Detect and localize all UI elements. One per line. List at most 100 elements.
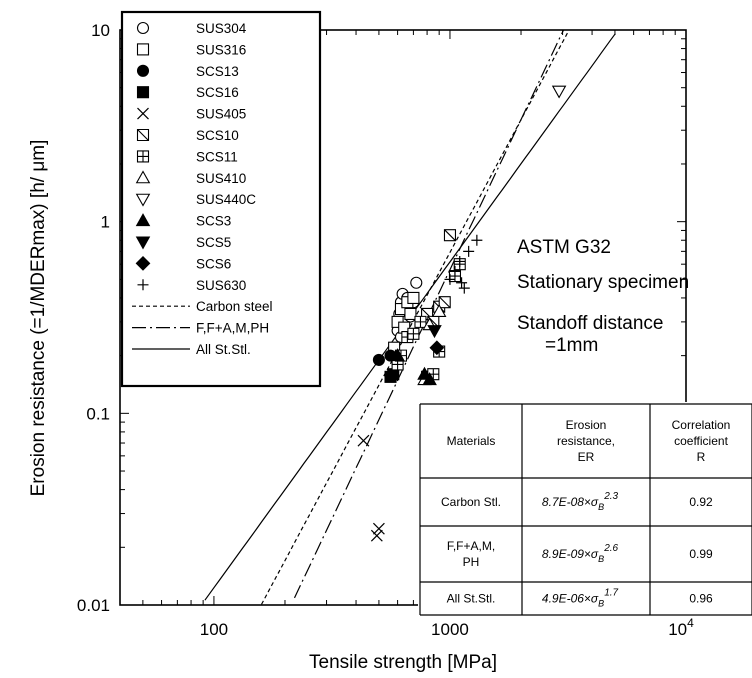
- table-formula-sub: B: [598, 554, 604, 564]
- legend-marker: [135, 193, 151, 207]
- y-axis-title: Erosion resistance (=1/MDERmax) [h/ μm]: [28, 140, 49, 497]
- data-point: [458, 282, 470, 294]
- series-scs5: [427, 325, 442, 339]
- test-conditions: ASTM G32 Stationary specimen Standoff di…: [517, 237, 689, 356]
- series-scs16: [384, 368, 400, 383]
- data-point: [431, 304, 447, 317]
- table-header: R: [697, 450, 706, 464]
- legend-label: SUS304: [196, 21, 247, 36]
- legend-label: SCS11: [196, 149, 238, 164]
- legend-label: All St.Stl.: [196, 342, 251, 357]
- legend-label: SCS10: [196, 128, 239, 143]
- table-r: 0.92: [689, 495, 713, 509]
- x-tick-label: 100: [200, 620, 228, 639]
- x-tick-label: 104: [668, 616, 694, 639]
- data-point: [407, 291, 420, 304]
- data-point: [551, 85, 567, 99]
- data-point: [443, 229, 457, 242]
- table-formula-sub: B: [598, 502, 604, 512]
- data-point: [372, 353, 385, 366]
- legend-label: SUS316: [196, 42, 246, 57]
- table-header: Erosion: [566, 418, 607, 432]
- legend-marker: [135, 236, 151, 250]
- legend-label: Carbon steel: [196, 299, 273, 314]
- annotation-standoff: Standoff distance: [517, 313, 663, 334]
- legend-label: SCS16: [196, 85, 239, 100]
- table-material: Carbon Stl.: [441, 495, 501, 509]
- legend-label: SUS630: [196, 278, 246, 293]
- table-r: 0.96: [689, 592, 713, 606]
- legend-label: SUS410: [196, 171, 246, 186]
- data-point: [390, 348, 405, 362]
- x-axis-title: Tensile strength [MPa]: [309, 652, 497, 673]
- series-sus440c: [551, 85, 567, 99]
- legend-marker: [136, 86, 150, 99]
- legend-label: SCS6: [196, 256, 231, 271]
- table-header: ER: [578, 450, 595, 464]
- legend-box: [120, 10, 322, 388]
- data-point: [404, 307, 417, 321]
- legend-marker: [136, 128, 150, 142]
- legend-marker: [136, 21, 150, 35]
- data-point: [407, 327, 420, 340]
- legend-marker: [135, 256, 151, 271]
- table-r: 0.99: [689, 547, 713, 561]
- table-formula-exp: 1.7: [604, 588, 618, 599]
- legend-marker: [135, 213, 151, 227]
- data-point: [429, 340, 445, 356]
- data-point: [414, 315, 427, 328]
- table-background: [418, 402, 752, 617]
- legend-label: SCS13: [196, 64, 239, 79]
- legend-marker: [135, 170, 151, 184]
- table-formula-exp: 2.3: [603, 491, 618, 502]
- table-material: F,F+A,M,: [447, 539, 495, 553]
- legend-label: SCS3: [196, 214, 231, 229]
- series-sus405: [357, 434, 385, 542]
- legend-marker: [137, 107, 149, 120]
- data-point: [357, 434, 370, 447]
- data-point: [370, 529, 383, 542]
- data-point: [471, 234, 483, 246]
- series-sus630: [444, 234, 483, 294]
- equation-table: Materials Erosion resistance, ER Correlation…: [418, 402, 752, 617]
- y-tick-label: 1: [101, 213, 110, 232]
- table-header: Materials: [447, 434, 496, 448]
- series-sus316: [388, 291, 420, 354]
- table-header: coefficient: [674, 434, 728, 448]
- x-tick-label: 1000: [431, 620, 469, 639]
- legend-marker: [136, 64, 150, 77]
- data-point: [410, 276, 423, 289]
- data-point: [438, 296, 451, 309]
- legend-marker: [136, 150, 150, 163]
- data-point: [449, 265, 461, 277]
- annotation-standoff-value: =1mm: [545, 335, 598, 356]
- legend-marker: [137, 279, 149, 291]
- legend-marker: [136, 43, 150, 56]
- data-point: [463, 245, 475, 257]
- legend: SUS304 SUS316 SCS13 SCS16 SUS405 SCS10 SCS11 SU…: [120, 10, 322, 388]
- data-point: [372, 522, 385, 535]
- legend-label: SCS5: [196, 235, 231, 250]
- table-header: resistance,: [557, 434, 615, 448]
- legend-label: SUS405: [196, 107, 246, 122]
- series-scs3: [390, 348, 437, 386]
- data-point: [427, 325, 442, 339]
- y-tick-label: 0.1: [86, 404, 110, 423]
- table-header: Correlation: [672, 418, 731, 432]
- annotation-specimen: Stationary specimen: [517, 272, 689, 293]
- data-point: [454, 255, 466, 267]
- x-tick-exponent: 4: [687, 616, 694, 630]
- series-scs6: [429, 340, 445, 356]
- data-point: [444, 273, 456, 285]
- table-material: PH: [463, 555, 480, 569]
- legend-label: F,F+A,M,PH: [196, 321, 269, 336]
- annotation-standard: ASTM G32: [517, 237, 611, 258]
- legend-label: SUS440C: [196, 192, 256, 207]
- table-material: All St.Stl.: [447, 592, 496, 606]
- y-tick-label: 0.01: [77, 596, 110, 615]
- data-points: [357, 85, 567, 542]
- data-point: [456, 277, 468, 289]
- table-formula-sub: B: [598, 599, 604, 609]
- table-formula-exp: 2.6: [603, 543, 618, 554]
